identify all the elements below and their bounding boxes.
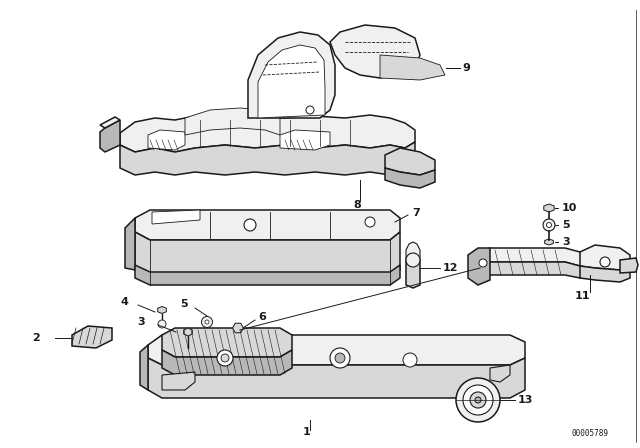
Text: 3: 3	[562, 237, 570, 247]
Circle shape	[456, 378, 500, 422]
Polygon shape	[380, 55, 445, 80]
Circle shape	[221, 354, 229, 362]
Polygon shape	[162, 350, 292, 375]
Polygon shape	[100, 117, 120, 128]
Polygon shape	[544, 204, 554, 212]
Text: 5: 5	[562, 220, 570, 230]
Polygon shape	[100, 120, 120, 152]
Polygon shape	[72, 326, 112, 348]
Polygon shape	[258, 45, 325, 118]
Text: 12: 12	[443, 263, 458, 273]
Polygon shape	[580, 265, 630, 282]
Polygon shape	[162, 328, 292, 357]
Circle shape	[205, 320, 209, 324]
Circle shape	[365, 217, 375, 227]
Text: 00005789: 00005789	[572, 429, 609, 438]
Circle shape	[217, 350, 233, 366]
Polygon shape	[152, 210, 200, 224]
Text: 10: 10	[562, 203, 577, 213]
Polygon shape	[406, 242, 420, 260]
Circle shape	[600, 257, 610, 267]
Text: 2: 2	[32, 333, 40, 343]
Circle shape	[330, 348, 350, 368]
Text: 13: 13	[518, 395, 533, 405]
Text: 11: 11	[574, 291, 589, 301]
Polygon shape	[185, 108, 280, 135]
Circle shape	[244, 219, 256, 231]
Polygon shape	[162, 372, 195, 390]
Text: 5: 5	[180, 299, 188, 309]
Polygon shape	[140, 345, 148, 390]
Polygon shape	[330, 25, 420, 78]
Polygon shape	[545, 239, 554, 245]
Circle shape	[306, 106, 314, 114]
Circle shape	[470, 392, 486, 408]
Polygon shape	[280, 130, 330, 150]
Circle shape	[403, 353, 417, 367]
Polygon shape	[468, 248, 490, 285]
Text: 4: 4	[120, 297, 128, 307]
Polygon shape	[135, 210, 400, 240]
Polygon shape	[148, 358, 525, 398]
Circle shape	[475, 397, 481, 403]
Circle shape	[406, 253, 420, 267]
Polygon shape	[478, 248, 590, 268]
Polygon shape	[120, 115, 415, 152]
Circle shape	[463, 385, 493, 415]
Circle shape	[158, 320, 166, 328]
Polygon shape	[232, 323, 243, 333]
Text: 7: 7	[412, 208, 420, 218]
Text: 3: 3	[138, 317, 145, 327]
Polygon shape	[385, 148, 435, 175]
Polygon shape	[135, 265, 400, 285]
Circle shape	[479, 259, 487, 267]
Circle shape	[202, 316, 212, 327]
Circle shape	[543, 219, 555, 231]
Polygon shape	[385, 168, 435, 188]
Polygon shape	[406, 257, 420, 288]
Circle shape	[547, 223, 552, 228]
Text: 8: 8	[353, 200, 361, 210]
Text: 6: 6	[258, 312, 266, 322]
Polygon shape	[620, 258, 638, 273]
Polygon shape	[490, 365, 510, 382]
Polygon shape	[157, 306, 166, 314]
Polygon shape	[135, 232, 400, 278]
Polygon shape	[248, 32, 335, 118]
Polygon shape	[478, 262, 590, 280]
Polygon shape	[125, 218, 135, 270]
Polygon shape	[148, 335, 525, 365]
Polygon shape	[120, 142, 415, 175]
Polygon shape	[580, 245, 630, 270]
Text: 1: 1	[303, 427, 311, 437]
Polygon shape	[148, 130, 185, 150]
Polygon shape	[184, 328, 193, 336]
Text: 9: 9	[462, 63, 470, 73]
Circle shape	[335, 353, 345, 363]
